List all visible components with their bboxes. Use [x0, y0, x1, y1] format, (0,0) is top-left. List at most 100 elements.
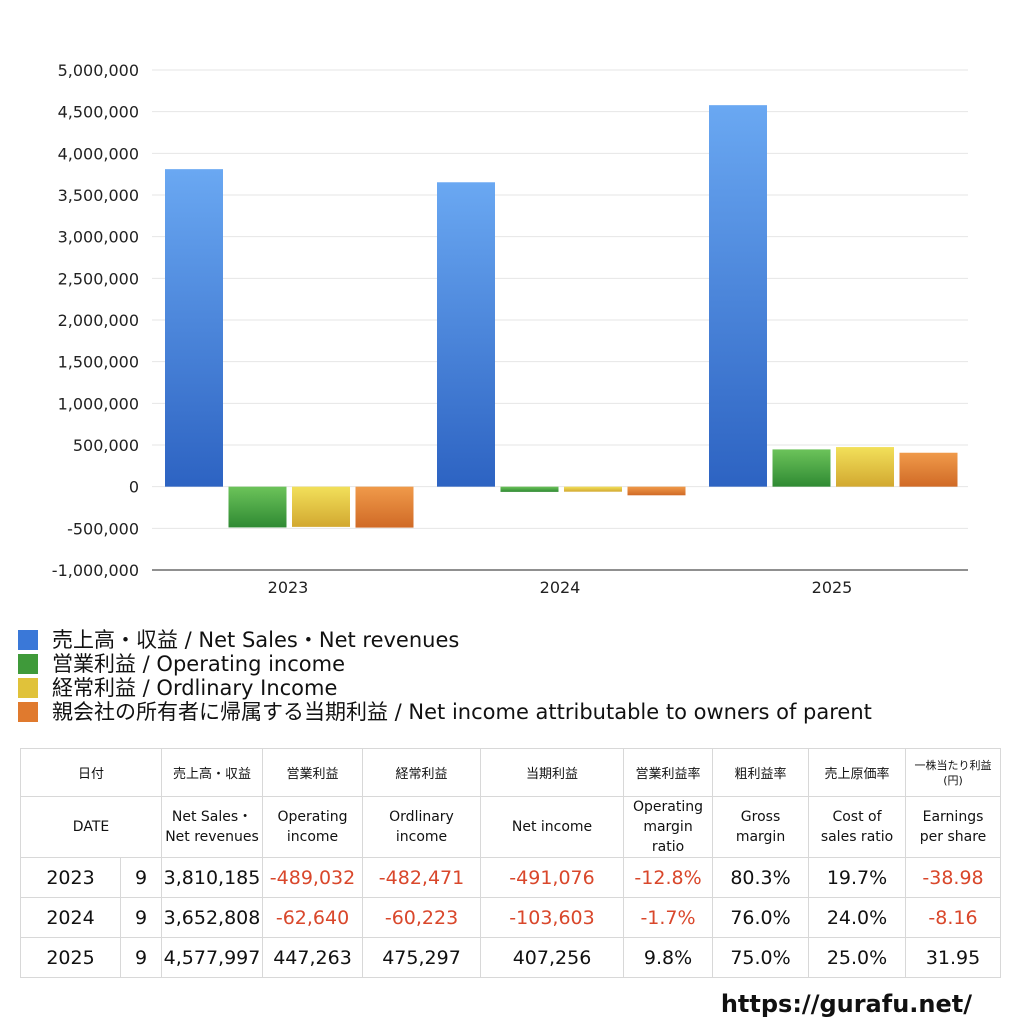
header-gross-en: Gross margin	[712, 796, 810, 858]
row-year: 2024	[20, 897, 121, 938]
legend-label: 経常利益 / Ordlinary Income	[52, 676, 338, 700]
bar-2024-series-1	[500, 486, 559, 492]
source-url[interactable]: https://gurafu.net/	[720, 990, 972, 1018]
legend-swatch	[18, 678, 38, 698]
row-cost: 24.0%	[808, 897, 907, 938]
row-ord: 475,297	[362, 937, 482, 978]
y-tick-label: 3,000,000	[58, 228, 139, 247]
y-tick-label: 1,500,000	[58, 353, 139, 372]
bar-2023-series-3	[355, 486, 414, 528]
header-gross-jp: 粗利益率	[712, 748, 810, 797]
legend-label: 親会社の所有者に帰属する当期利益 / Net income attributab…	[52, 700, 872, 724]
row-cost: 25.0%	[808, 937, 907, 978]
legend-swatch	[18, 654, 38, 674]
row-net: 407,256	[480, 937, 625, 978]
table-row: 2024 9 3,652,808 -62,640 -60,223 -103,60…	[20, 897, 1002, 938]
row-month: 9	[119, 937, 163, 978]
row-eps: -8.16	[905, 897, 1002, 938]
header-ord-en: Ordlinary income	[362, 796, 482, 858]
y-tick-label: 2,500,000	[58, 269, 139, 288]
y-tick-label: 2,000,000	[58, 311, 139, 330]
row-year: 2025	[20, 937, 121, 978]
bar-2025-series-3	[899, 452, 958, 487]
row-opm: -12.8%	[623, 857, 714, 898]
y-tick-label: 1,000,000	[58, 394, 139, 413]
row-net: -491,076	[480, 857, 625, 898]
header-eps-jp: 一株当たり利益 (円)	[905, 748, 1002, 797]
table-row: 2025 9 4,577,997 447,263 475,297 407,256…	[20, 937, 1002, 978]
table-row: 2023 9 3,810,185 -489,032 -482,471 -491,…	[20, 857, 1002, 898]
row-gross: 75.0%	[712, 937, 810, 978]
legend-item: 親会社の所有者に帰属する当期利益 / Net income attributab…	[18, 700, 872, 724]
y-tick-label: 4,500,000	[58, 103, 139, 122]
bar-2023-series-0	[165, 169, 223, 487]
row-eps: 31.95	[905, 937, 1002, 978]
bar-2025-series-1	[772, 449, 831, 487]
row-op: -489,032	[262, 857, 364, 898]
y-tick-label: 4,000,000	[58, 144, 139, 163]
row-net: -103,603	[480, 897, 625, 938]
bar-2024-series-0	[437, 182, 495, 487]
legend-item: 経常利益 / Ordlinary Income	[18, 676, 872, 700]
header-net-jp: 当期利益	[480, 748, 625, 797]
table-header-en: DATE Net Sales・ Net revenues Operating i…	[19, 796, 1002, 858]
row-year: 2023	[20, 857, 121, 898]
header-opm-en: Operating margin ratio	[623, 796, 714, 858]
row-op: -62,640	[262, 897, 364, 938]
legend-swatch	[18, 702, 38, 722]
legend-label: 営業利益 / Operating income	[52, 652, 346, 676]
header-cost-jp: 売上原価率	[808, 748, 907, 797]
header-eps-en: Earnings per share	[905, 796, 1002, 858]
y-tick-label: 5,000,000	[58, 61, 139, 80]
y-axis: 5,000,000 4,500,000 4,000,000 3,500,000 3,00…	[52, 61, 139, 580]
row-opm: 9.8%	[623, 937, 714, 978]
legend-swatch	[18, 630, 38, 650]
y-tick-label: 0	[129, 478, 139, 497]
row-sales: 3,810,185	[161, 857, 264, 898]
row-month: 9	[119, 897, 163, 938]
y-tick-label: -1,000,000	[52, 561, 139, 580]
y-tick-label: 500,000	[73, 436, 139, 455]
row-op: 447,263	[262, 937, 364, 978]
bar-2023-series-2	[292, 486, 350, 527]
bar-chart: 5,000,000 4,500,000 4,000,000 3,500,000 3,00…	[52, 61, 968, 597]
bar-2025-series-0	[709, 105, 767, 487]
header-sales-en: Net Sales・ Net revenues	[161, 796, 264, 858]
header-op-en: Operating income	[262, 796, 364, 858]
row-opm: -1.7%	[623, 897, 714, 938]
y-tick-label: 3,500,000	[58, 186, 139, 205]
x-tick-label: 2023	[268, 578, 309, 597]
bar-2023-series-1	[228, 486, 287, 528]
row-gross: 76.0%	[712, 897, 810, 938]
x-tick-label: 2024	[540, 578, 581, 597]
header-net-en: Net income	[480, 796, 625, 858]
row-ord: -60,223	[362, 897, 482, 938]
x-tick-label: 2025	[812, 578, 853, 597]
header-sales-jp: 売上高・収益	[161, 748, 264, 797]
financial-table: 日付 売上高・収益 営業利益 経常利益 当期利益 営業利益率 粗利益率 売上原価…	[19, 748, 1002, 978]
header-date-jp: 日付	[19, 748, 163, 797]
bar-2024-series-2	[564, 486, 622, 492]
bar-2024-series-3	[627, 486, 686, 496]
legend-item: 売上高・収益 / Net Sales・Net revenues	[18, 628, 872, 652]
header-ord-jp: 経常利益	[362, 748, 482, 797]
row-gross: 80.3%	[712, 857, 810, 898]
row-cost: 19.7%	[808, 857, 907, 898]
row-eps: -38.98	[905, 857, 1002, 898]
legend: 売上高・収益 / Net Sales・Net revenues 営業利益 / Op…	[18, 628, 872, 724]
legend-label: 売上高・収益 / Net Sales・Net revenues	[52, 628, 460, 652]
bar-2025-series-2	[836, 447, 894, 487]
x-axis: 2023 2024 2025	[268, 578, 853, 597]
legend-item: 営業利益 / Operating income	[18, 652, 872, 676]
header-cost-en: Cost of sales ratio	[808, 796, 907, 858]
bars	[165, 105, 958, 528]
header-op-jp: 営業利益	[262, 748, 364, 797]
row-sales: 4,577,997	[161, 937, 264, 978]
y-tick-label: -500,000	[67, 519, 139, 538]
row-ord: -482,471	[362, 857, 482, 898]
row-month: 9	[119, 857, 163, 898]
table-header-jp: 日付 売上高・収益 営業利益 経常利益 当期利益 営業利益率 粗利益率 売上原価…	[19, 748, 1002, 797]
header-opm-jp: 営業利益率	[623, 748, 714, 797]
header-date-en: DATE	[19, 796, 163, 858]
row-sales: 3,652,808	[161, 897, 264, 938]
